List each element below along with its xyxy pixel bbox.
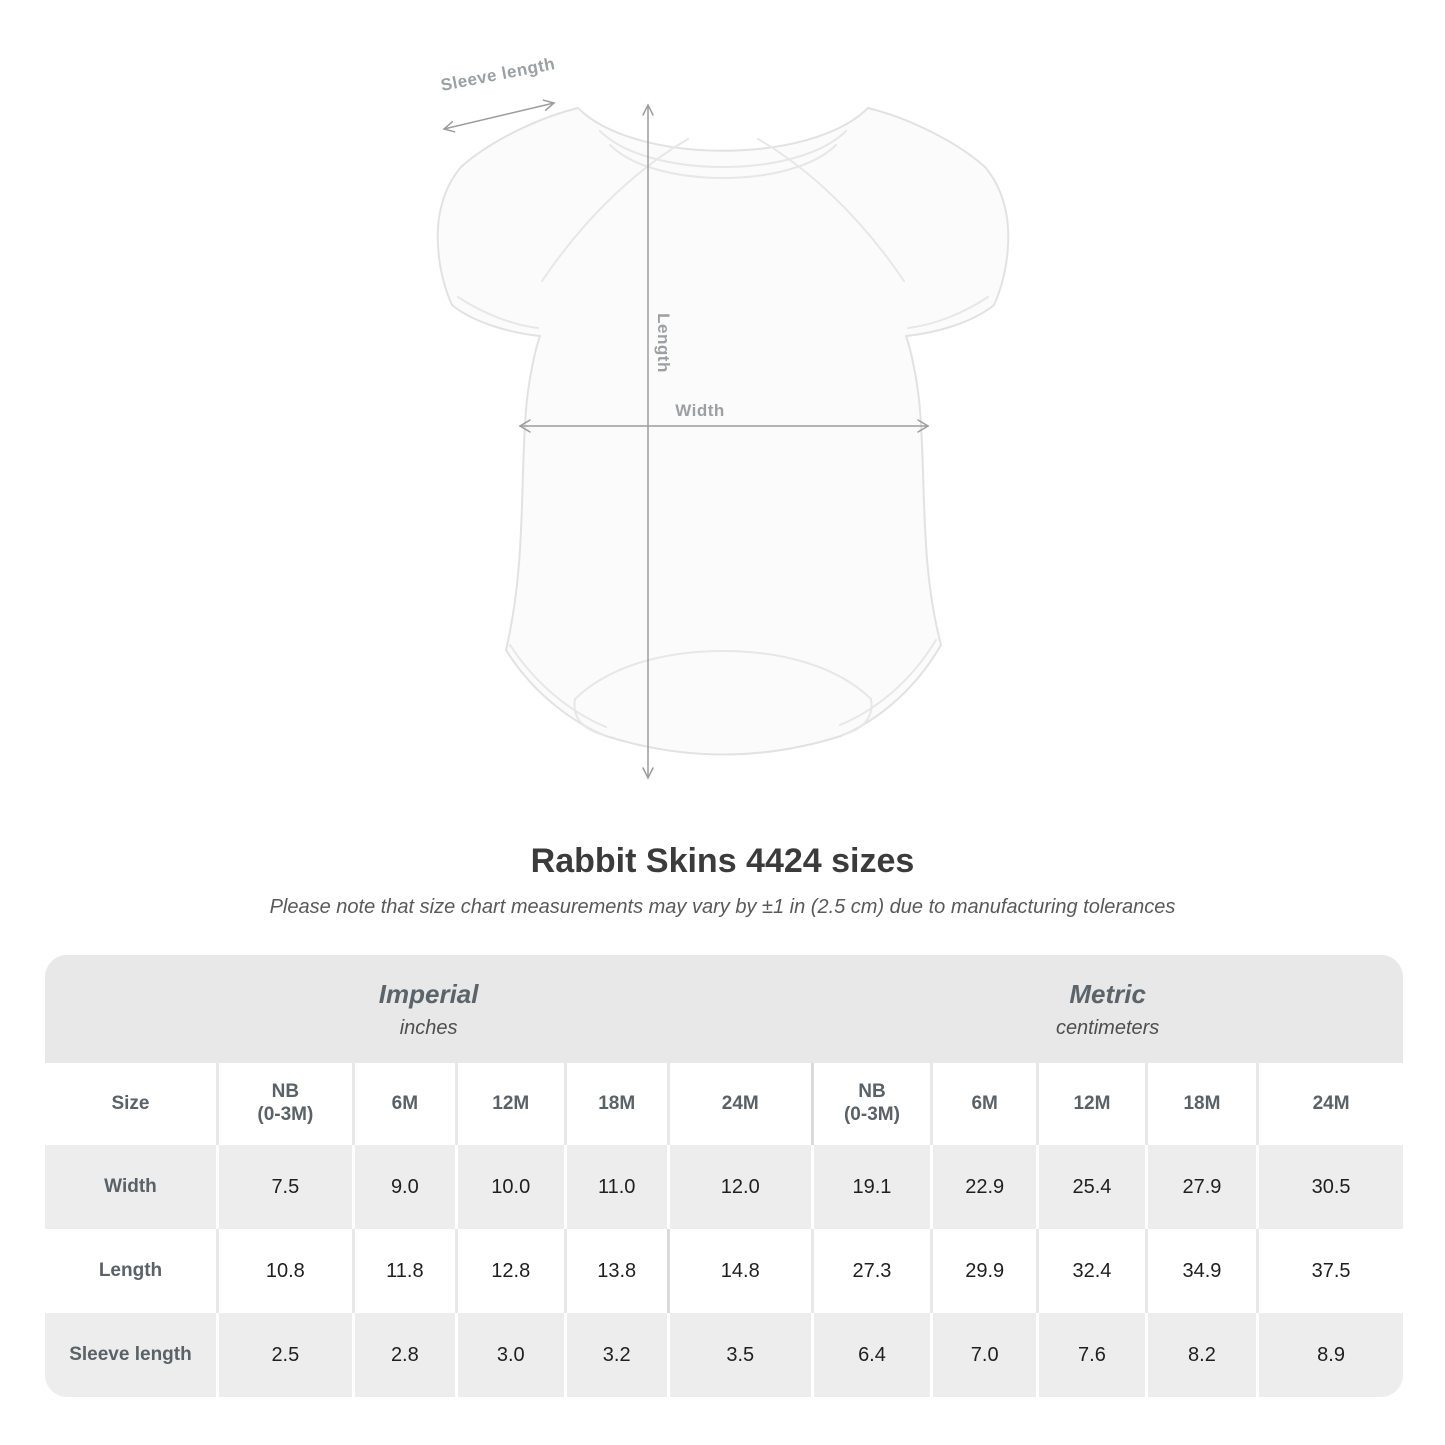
- table-cell: 22.9: [930, 1145, 1038, 1229]
- table-cell: 7.5: [215, 1145, 354, 1229]
- onesie-illustration: [436, 99, 1010, 780]
- onesie-body: [436, 107, 1010, 756]
- row-label: Sleeve length: [69, 1344, 192, 1365]
- table-cell: 9.0: [351, 1145, 457, 1229]
- table-cell: 10.8: [215, 1229, 354, 1313]
- left-lap-shoulder-seam: [541, 138, 689, 282]
- column-header-size: Size: [111, 1092, 150, 1114]
- table-cell: 34.9: [1144, 1229, 1258, 1313]
- column-header: 24M: [666, 1063, 813, 1145]
- table-cell: 37.5: [1256, 1229, 1403, 1313]
- measurements-table: Size NB (0-3M) 6M 12M 18M 24M NB (0-3M) 6M…: [45, 1063, 1403, 1397]
- table-row: Width 7.5 9.0 10.0 11.0 12.0 19.1 22.9 2…: [45, 1145, 1403, 1229]
- table-cell: 27.3: [810, 1229, 932, 1313]
- column-header: 18M: [1144, 1063, 1258, 1145]
- group-header-imperial: Imperial inches: [45, 955, 812, 1063]
- group-name: Imperial: [378, 978, 479, 1009]
- column-header: 24M: [1256, 1063, 1403, 1145]
- table-cell: 19.1: [810, 1145, 932, 1229]
- sleeve-length-arrow: [442, 99, 556, 133]
- row-label: Length: [98, 1260, 163, 1281]
- table-cell: 10.0: [454, 1145, 566, 1229]
- width-label: Width: [675, 401, 725, 420]
- column-header: 6M: [930, 1063, 1038, 1145]
- right-lap-shoulder-seam: [757, 138, 905, 282]
- size-chart-table: Imperial inches Metric centimeters Size …: [45, 955, 1403, 1397]
- width-arrow: [518, 419, 930, 433]
- table-cell: 30.5: [1256, 1145, 1403, 1229]
- column-header: NB (0-3M): [215, 1063, 354, 1145]
- table-cell: 14.8: [666, 1229, 813, 1313]
- column-header: 6M: [351, 1063, 457, 1145]
- unit-group-header: Imperial inches Metric centimeters: [45, 955, 1403, 1063]
- page-subtitle: Please note that size chart measurements…: [269, 896, 1176, 918]
- table-cell: 7.6: [1036, 1313, 1147, 1397]
- table-cell: 11.8: [351, 1229, 457, 1313]
- snap-flap-right-edge: [841, 698, 873, 736]
- right-leg-binding: [839, 639, 937, 726]
- snap-flap-left-edge: [573, 698, 605, 736]
- table-cell: 29.9: [930, 1229, 1038, 1313]
- table-row: Length 10.8 11.8 12.8 13.8 14.8 27.3 29.…: [45, 1229, 1403, 1313]
- table-cell: 32.4: [1036, 1229, 1147, 1313]
- table-cell: 7.0: [930, 1313, 1038, 1397]
- table-cell: 25.4: [1036, 1145, 1147, 1229]
- table-cell: 8.9: [1256, 1313, 1403, 1397]
- table-cell: 12.0: [666, 1145, 813, 1229]
- group-unit: inches: [399, 1016, 458, 1039]
- length-arrow: [642, 103, 654, 780]
- neckband-inner-seam: [609, 144, 837, 179]
- neckband-seam: [599, 130, 847, 168]
- table-cell: 2.8: [351, 1313, 457, 1397]
- table-cell: 6.4: [810, 1313, 932, 1397]
- table-row: Sleeve length 2.5 2.8 3.0 3.2 3.5 6.4 7.…: [45, 1313, 1403, 1397]
- table-cell: 27.9: [1144, 1145, 1258, 1229]
- table-cell: 2.5: [215, 1313, 354, 1397]
- column-header-row: Size NB (0-3M) 6M 12M 18M 24M NB (0-3M) 6M…: [45, 1063, 1403, 1145]
- column-header: 12M: [1036, 1063, 1147, 1145]
- table-cell: 13.8: [563, 1229, 669, 1313]
- column-header: NB (0-3M): [810, 1063, 932, 1145]
- group-unit: centimeters: [1055, 1016, 1160, 1039]
- table-cell: 3.2: [563, 1313, 669, 1397]
- column-header: 12M: [454, 1063, 566, 1145]
- column-header: 18M: [563, 1063, 669, 1145]
- right-cuff-seam: [907, 296, 989, 329]
- group-header-metric: Metric centimeters: [812, 955, 1403, 1063]
- table-cell: 3.0: [454, 1313, 566, 1397]
- row-label: Width: [104, 1176, 157, 1197]
- left-leg-binding: [509, 644, 607, 728]
- table-cell: 11.0: [563, 1145, 669, 1229]
- page-title: Rabbit Skins 4424 sizes: [530, 842, 915, 880]
- length-label: Length: [654, 313, 673, 373]
- snap-flap-seam: [574, 649, 872, 700]
- table-cell: 3.5: [666, 1313, 813, 1397]
- bodysuit-figure: Sleeve length Length Width: [420, 54, 1020, 815]
- table-cell: 8.2: [1144, 1313, 1258, 1397]
- table-cell: 12.8: [454, 1229, 566, 1313]
- left-cuff-seam: [457, 296, 539, 329]
- group-name: Metric: [1069, 978, 1146, 1009]
